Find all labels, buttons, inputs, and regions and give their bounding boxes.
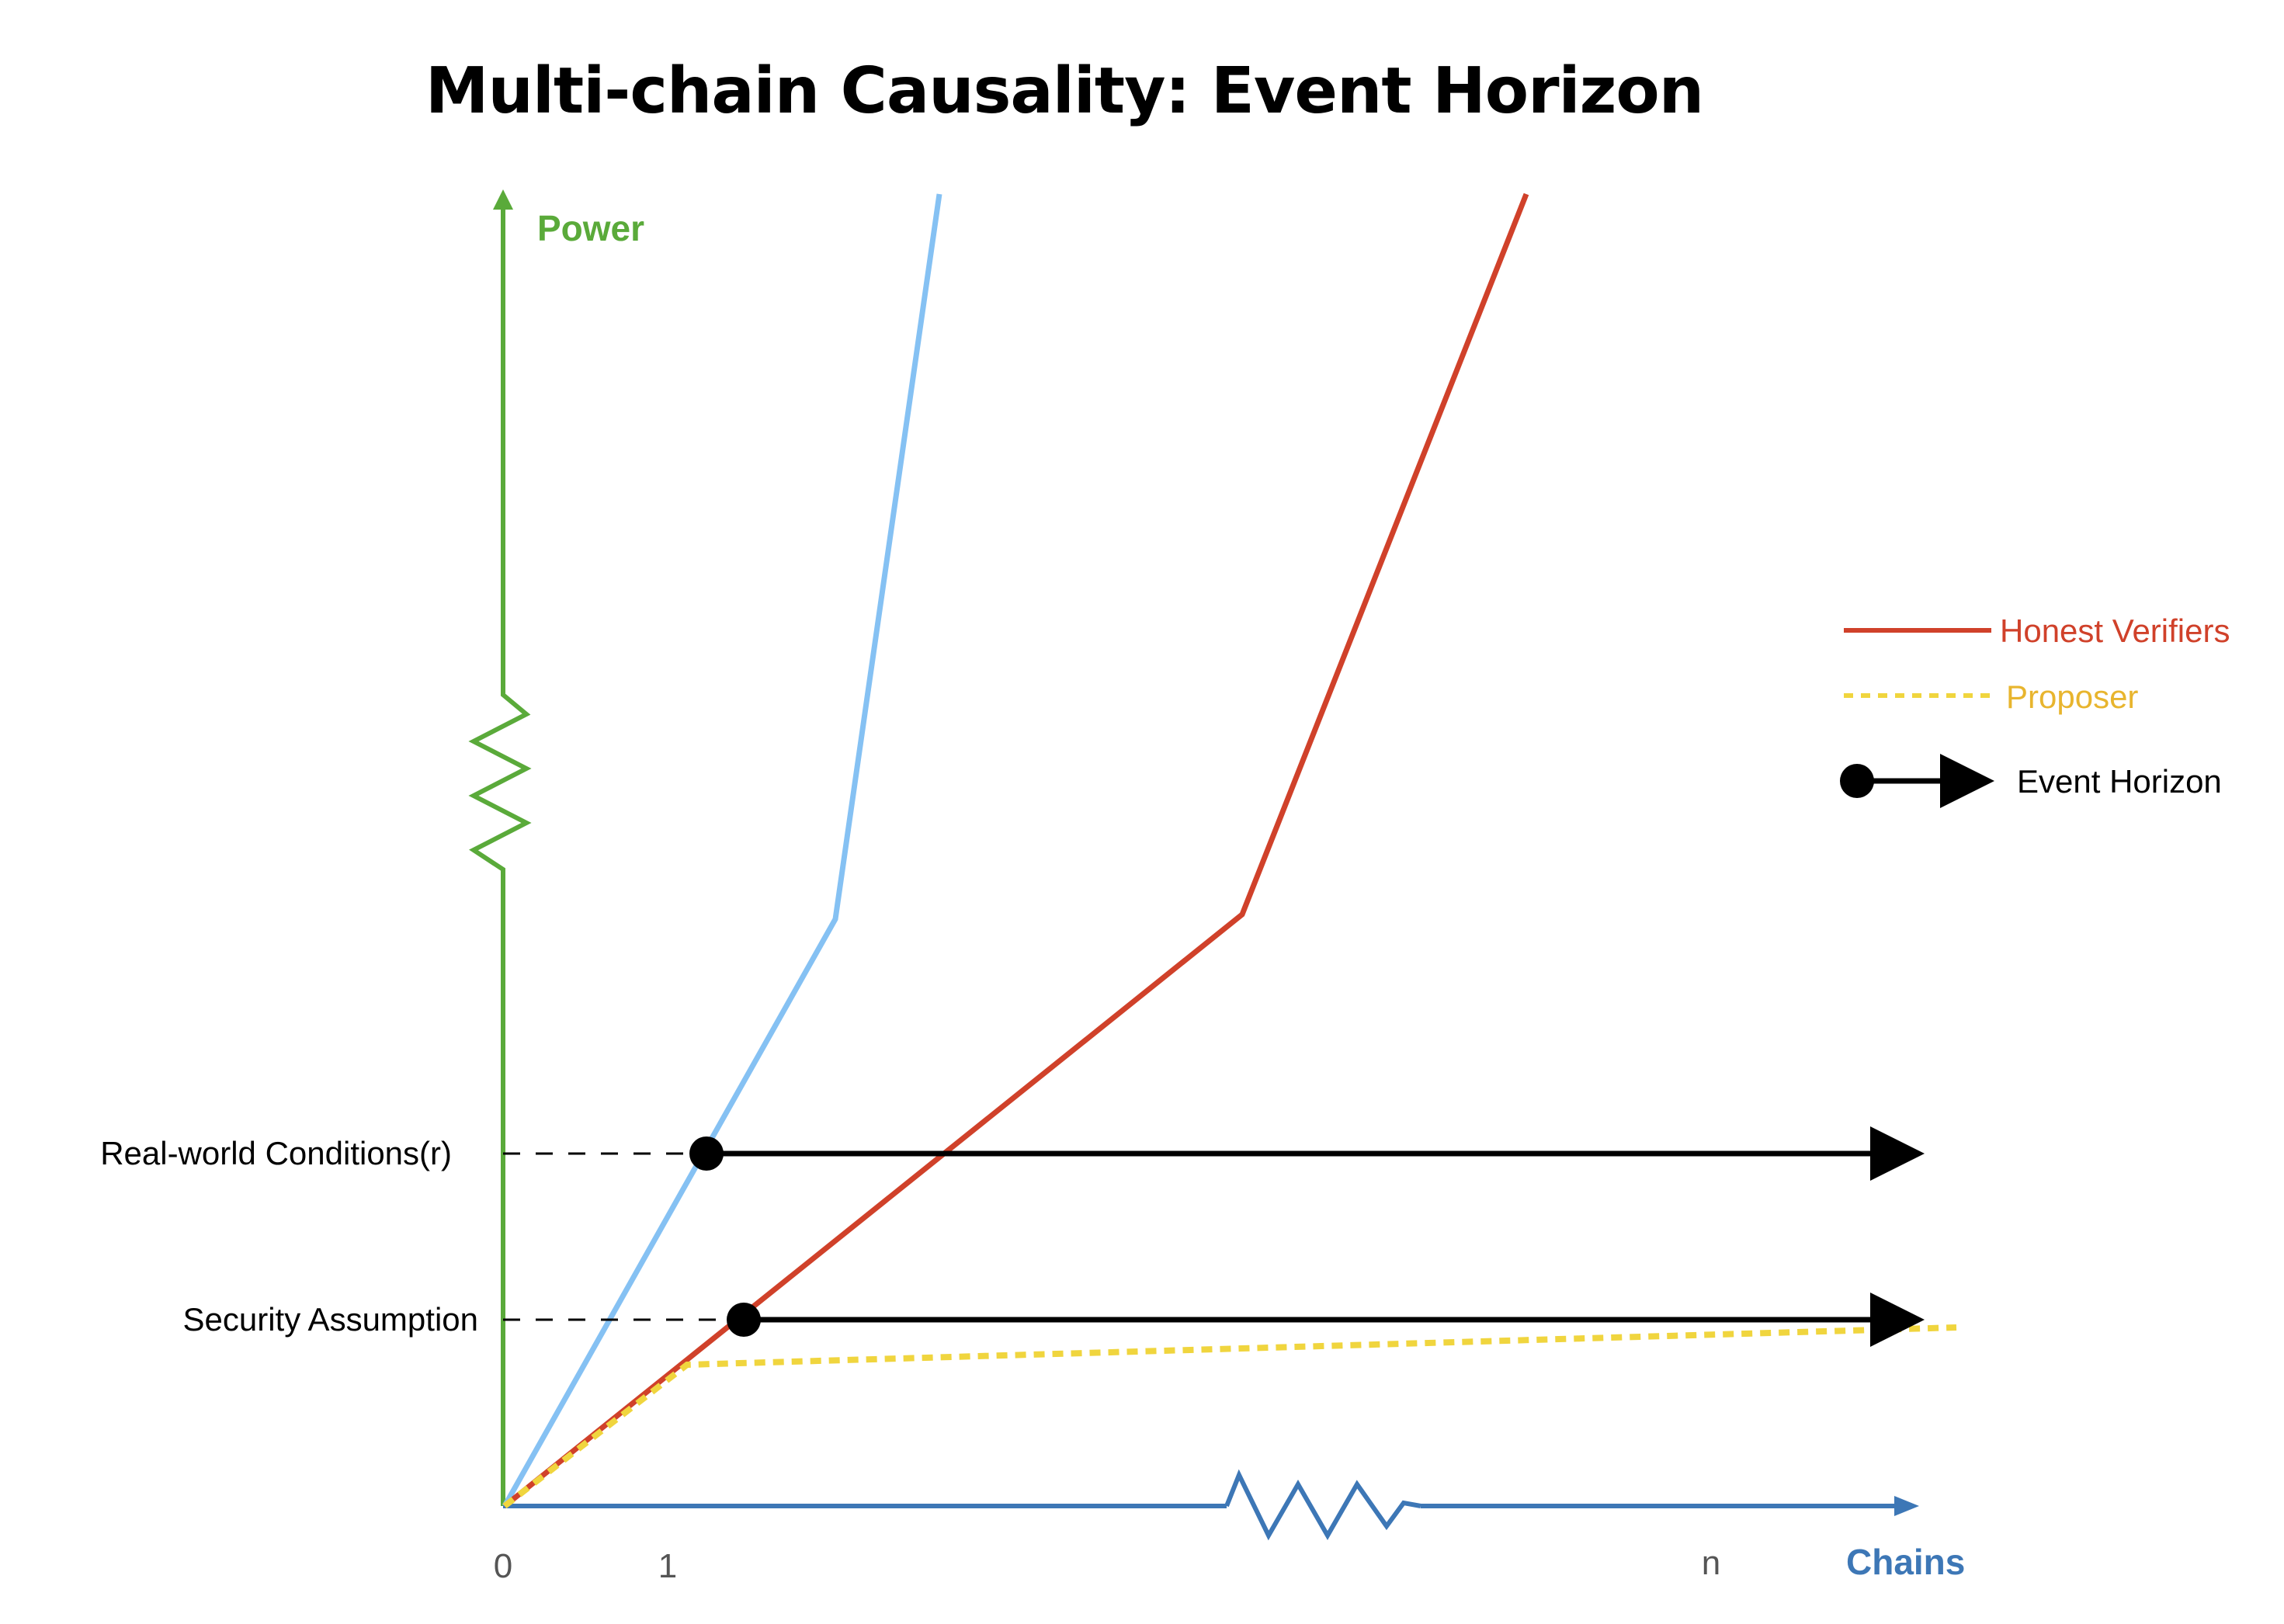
honest-verifiers-line [502,193,1529,1508]
x-axis-break-icon [1224,1469,1421,1541]
x-tick-label-1: 1 [658,1547,677,1585]
y-axis-label: Power [537,208,644,248]
blue-line [502,193,942,1508]
x-tick-label-0: 0 [494,1547,512,1585]
x-axis [503,1469,1919,1541]
event-horizon-dot-icon [689,1136,724,1171]
legend: Honest Verifiers Proposer Event Horizon [1840,612,2230,808]
security-label: Security Assumption [182,1301,478,1338]
legend-event-horizon-dot-icon [1840,764,1874,798]
x-axis-label: Chains [1846,1542,1965,1582]
real-world-label: Real-world Conditions(r) [100,1135,452,1171]
y-axis-arrowhead-icon [493,189,513,210]
y-axis-break-icon [468,687,532,879]
legend-proposer-label: Proposer [2006,678,2138,715]
y-axis [468,189,532,1506]
event-horizon-security [727,1293,1925,1347]
event-horizon-real-world [689,1126,1925,1181]
x-tick-label-n: n [1702,1544,1720,1582]
proposer-line [502,1324,1957,1509]
event-horizon-dot-icon [727,1303,761,1337]
legend-event-horizon-label: Event Horizon [2017,763,2222,800]
legend-honest-verifiers-label: Honest Verifiers [2000,612,2230,649]
diagram-title: Multi-chain Causality: Event Horizon [425,54,1704,128]
x-axis-arrowhead-icon [1894,1496,1919,1516]
